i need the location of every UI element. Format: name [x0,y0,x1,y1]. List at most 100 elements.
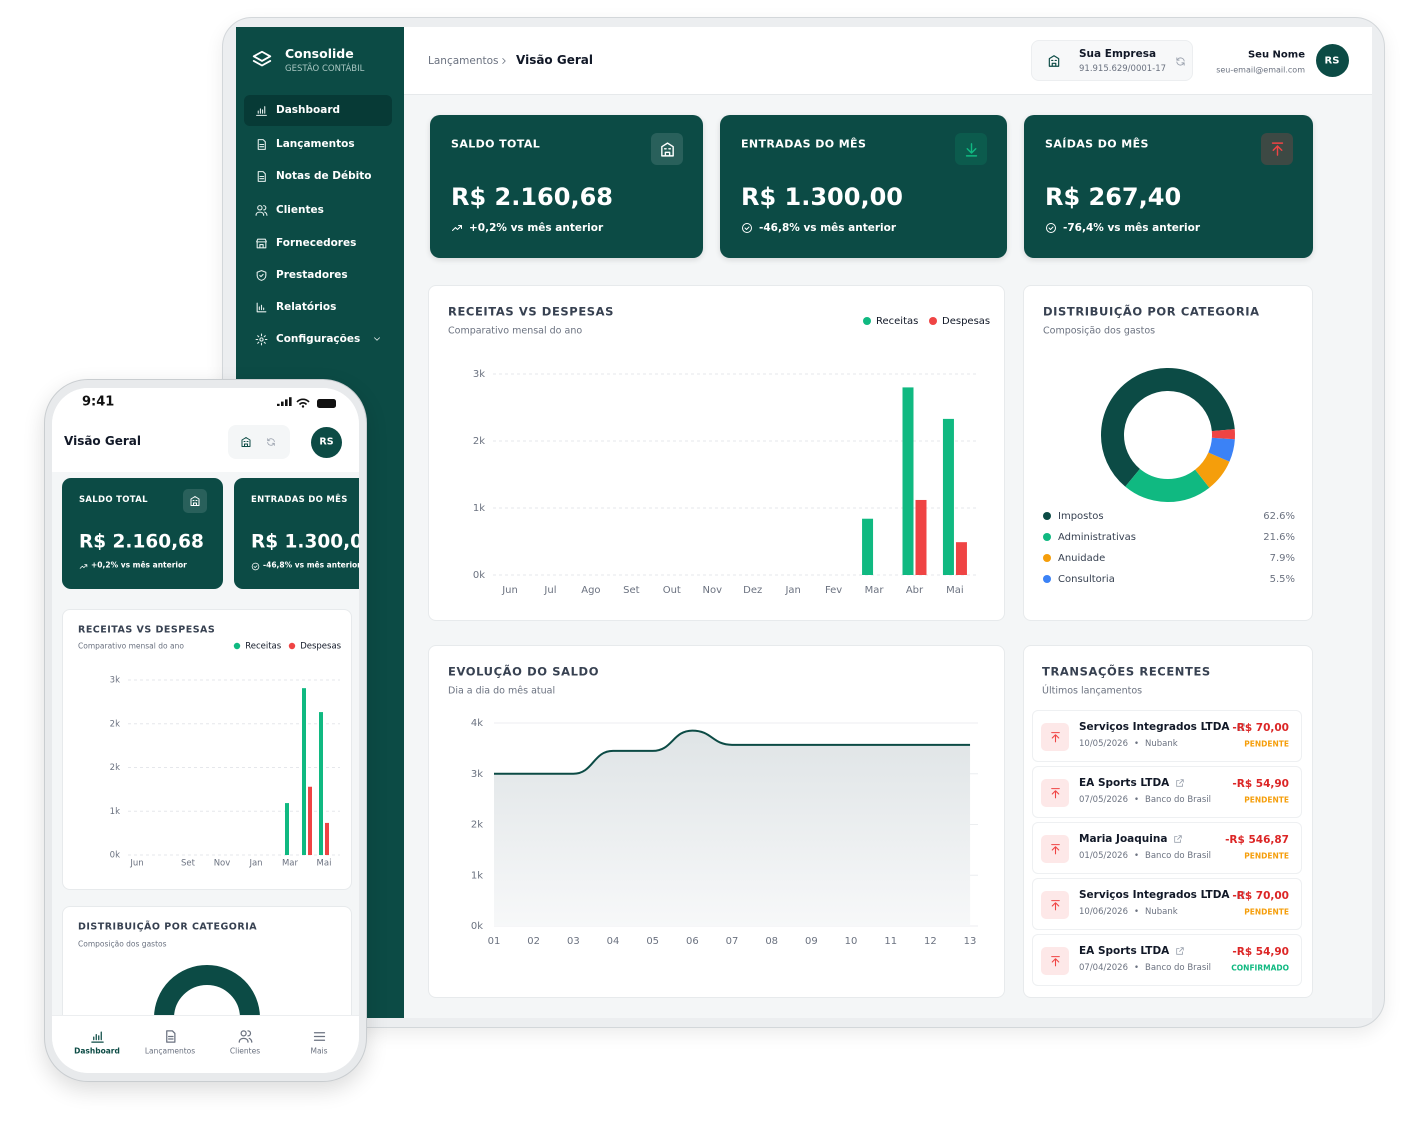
x-tick-label: 06 [686,936,699,947]
legend-value: 5.5% [1270,574,1295,585]
icon-path [502,58,506,64]
icon [257,170,266,182]
transaction-name: EA Sports LTDA [1079,945,1170,957]
transaction-amount: -R$ 70,00 [1232,889,1289,902]
kpi-change: +0,2% vs mês anterior [91,560,187,570]
legend-swatch [863,317,871,325]
avatar[interactable] [311,427,342,458]
avatar[interactable] [1316,44,1349,77]
icon [255,333,267,345]
y-tick-label: 1k [110,807,120,817]
transaction-bank: Nubank [1145,739,1178,749]
icon-path [258,336,264,342]
icon [1046,223,1056,233]
transaction-name: Serviços Integrados LTDA [1079,889,1230,901]
icon [742,223,752,233]
x-tick-label: Set [181,859,196,869]
x-tick-label: Jan [784,585,800,596]
breadcrumb-link[interactable]: Lançamentos [428,54,499,67]
menu-item[interactable]: Notas de Débito [276,169,372,182]
company-switcher[interactable] [1031,40,1193,81]
y-tick-label: 0k [110,851,120,861]
menu-active [244,95,392,126]
signal-bar [285,399,288,406]
y-tick-label: 3k [471,769,483,780]
menu-item[interactable]: Lançamentos [276,137,355,150]
icon [1176,947,1185,955]
icon-path [1176,779,1185,787]
x-tick-label: Jul [543,585,556,596]
transaction-meta: 07/05/2026 • Banco do Brasil [1079,795,1211,805]
transaction-bank: Banco do Brasil [1145,795,1212,805]
menu-item[interactable]: Relatórios [276,300,337,313]
x-tick-label: 13 [964,936,977,947]
icon-path [1271,141,1283,156]
battery [317,399,336,408]
icon-path [255,204,267,216]
icon [965,142,977,157]
icon-path [965,142,977,157]
chart-subtitle: Composição dos gastos [1043,325,1156,337]
y-tick-label: 2k [110,719,120,729]
user-email: seu-email@email.com [1216,65,1305,75]
nav-item[interactable]: Mais [310,1046,328,1056]
icon [90,1031,104,1043]
x-tick-label: 04 [607,936,620,947]
transaction-row[interactable] [1032,878,1302,930]
nav-item[interactable]: Dashboard [74,1046,120,1056]
icon-path [1174,835,1183,843]
y-tick-label: 0k [471,921,483,932]
transaction-row[interactable] [1032,934,1302,986]
bar [915,499,927,575]
x-tick-label: 10 [845,936,858,947]
menu-item[interactable]: Configurações [276,332,361,345]
icon [255,204,267,216]
bar [955,542,967,575]
x-tick-label: Mai [946,585,964,596]
x-tick-label: Nov [214,859,231,869]
icon-path [238,1029,252,1043]
kpi-icon-box [183,489,207,513]
icon-path [1048,55,1060,67]
menu-item[interactable]: Fornecedores [276,236,357,249]
menu-item[interactable]: Prestadores [276,268,348,281]
icon [502,58,506,64]
kpi-icon-box [651,133,683,165]
icon-path [190,496,200,506]
signal-bar [289,397,292,406]
transaction-amount: -R$ 54,90 [1232,777,1289,790]
icon [1048,55,1060,67]
icon [1050,955,1060,966]
chart-title: DISTRIBUIÇÃO POR CATEGORIA [1043,304,1260,319]
transaction-date: 10/06/2026 [1079,907,1128,917]
icon-path [452,225,462,231]
icon-path [1176,947,1185,955]
legend-swatch [288,642,296,650]
card-title: TRANSAÇÕES RECENTES [1042,664,1211,679]
wifi-dot [301,405,305,408]
bar-chart: 0k 1k 2k 2k 3k Jun Set Nov Jan Mar Mai Receitas Desp… [110,642,342,869]
phone-actions[interactable] [228,425,290,459]
icon-path [90,1031,104,1043]
transaction-row[interactable] [1032,710,1302,762]
x-tick-label: 01 [488,936,501,947]
transaction-status: PENDENTE [1244,739,1289,749]
transaction-row[interactable] [1032,822,1302,874]
icon-path [1050,731,1060,742]
signal-bar [281,401,284,406]
menu-item[interactable]: Clientes [276,203,324,216]
legend-label: Receitas [245,642,282,652]
company-cnpj: 91.915.629/0001-17 [1079,64,1167,75]
icon [313,1031,325,1041]
menu-item[interactable]: Dashboard [276,103,341,116]
nav-item[interactable]: Clientes [229,1046,261,1056]
nav-item[interactable]: Lançamentos [144,1046,196,1056]
legend-value: 62.6% [1263,511,1295,522]
transaction-bank: Banco do Brasil [1145,851,1212,861]
icon-path [252,50,272,62]
transaction-name-row: EA Sports LTDA [1079,945,1185,957]
transaction-row[interactable] [1032,766,1302,818]
transaction-meta: 01/05/2026 • Banco do Brasil [1079,851,1211,861]
y-tick-label: 4k [471,718,483,729]
x-tick-label: Dez [743,585,762,596]
